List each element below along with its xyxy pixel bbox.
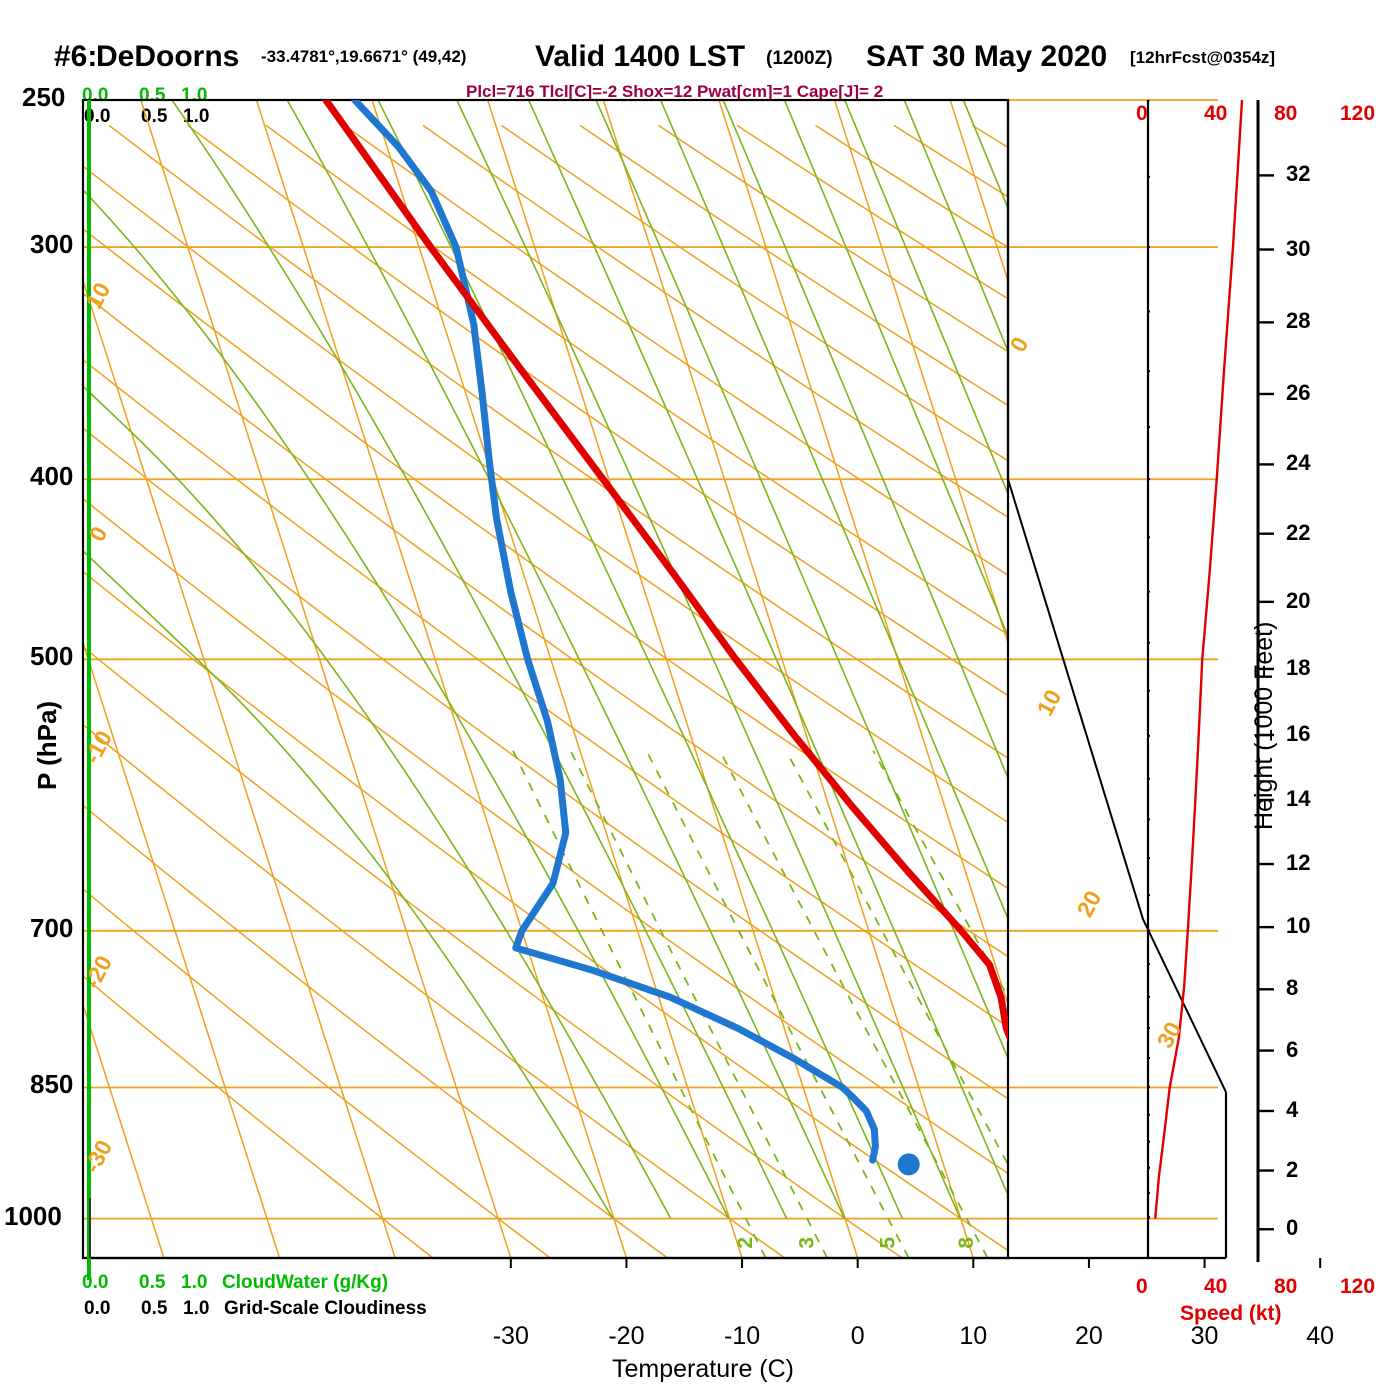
valid-date: SAT 30 May 2020 bbox=[866, 40, 1108, 73]
valid-zulu: (1200Z) bbox=[766, 48, 833, 69]
height-tick-20: 20 bbox=[1286, 587, 1311, 613]
height-tick-22: 22 bbox=[1286, 519, 1311, 545]
isotherm-label-left--30: -30 bbox=[79, 1136, 118, 1178]
temperature-tick-30: 30 bbox=[1190, 1322, 1219, 1350]
cloudwater-bottom-tick-2: 1.0 bbox=[181, 1272, 208, 1293]
height-tick-16: 16 bbox=[1286, 720, 1311, 746]
cloudiness-axis-title: Grid-Scale Cloudiness bbox=[224, 1298, 427, 1319]
temperature-tick-10: 10 bbox=[959, 1322, 988, 1350]
pressure-tick-1000: 1000 bbox=[4, 1200, 62, 1231]
speed-top-tick-0: 0 bbox=[1136, 102, 1148, 125]
isotherm-label-right-20: 20 bbox=[1071, 886, 1106, 921]
height-tick-18: 18 bbox=[1286, 654, 1311, 680]
cloudiness-bottom-tick-1: 0.5 bbox=[141, 1298, 168, 1319]
height-tick-6: 6 bbox=[1286, 1036, 1299, 1062]
height-tick-0: 0 bbox=[1286, 1215, 1299, 1241]
forecast-note: [12hrFcst@0354z] bbox=[1130, 48, 1276, 67]
isotherm-label-left--20: -20 bbox=[79, 951, 118, 993]
pressure-tick-400: 400 bbox=[30, 461, 74, 492]
pressure-tick-300: 300 bbox=[30, 229, 74, 260]
height-tick-32: 32 bbox=[1286, 161, 1311, 187]
height-tick-30: 30 bbox=[1286, 235, 1311, 261]
cloudwater-axis-title: CloudWater (g/Kg) bbox=[222, 1272, 389, 1293]
sounding-parameters: Plcl=716 Tlcl[C]=-2 Shox=12 Pwat[cm]=1 C… bbox=[466, 82, 884, 101]
cloudiness-bottom-tick-0: 0.0 bbox=[84, 1298, 111, 1319]
height-tick-26: 26 bbox=[1286, 379, 1311, 405]
speed-top-tick-1: 40 bbox=[1204, 102, 1228, 125]
height-tick-14: 14 bbox=[1286, 786, 1311, 811]
cloudwater-bottom-tick-0: 0.0 bbox=[82, 1272, 109, 1293]
station-coordinates: -33.4781°,19.6671° (49,42) bbox=[261, 47, 467, 66]
mixing-ratio-label-5: 5 bbox=[876, 1237, 899, 1249]
pressure-tick-700: 700 bbox=[30, 912, 74, 943]
station-id: #6: bbox=[54, 40, 98, 73]
isotherm-label-left-10: 10 bbox=[80, 278, 115, 313]
height-tick-12: 12 bbox=[1286, 850, 1311, 876]
pressure-tick-250: 250 bbox=[22, 82, 66, 112]
temperature-axis-title: Temperature (C) bbox=[612, 1355, 794, 1383]
temperature-tick--30: -30 bbox=[492, 1322, 529, 1350]
height-tick-2: 2 bbox=[1286, 1156, 1299, 1182]
temperature-tick-20: 20 bbox=[1075, 1322, 1103, 1350]
station-name: DeDoorns bbox=[96, 40, 240, 73]
mixing-ratio-label-3: 3 bbox=[795, 1237, 818, 1249]
speed-bottom-tick-3: 120 bbox=[1340, 1275, 1376, 1298]
temperature-tick-0: 0 bbox=[850, 1322, 865, 1350]
isotherm-label-right-10: 10 bbox=[1031, 685, 1066, 720]
temperature-tick--20: -20 bbox=[608, 1322, 645, 1350]
speed-axis-title: Speed (kt) bbox=[1180, 1302, 1282, 1325]
height-tick-24: 24 bbox=[1286, 450, 1311, 476]
valid-time: Valid 1400 LST bbox=[535, 40, 746, 73]
cloudiness-bottom-tick-2: 1.0 bbox=[183, 1298, 210, 1319]
cloudiness-top-tick-2: 1.0 bbox=[183, 106, 210, 127]
temperature-tick--10: -10 bbox=[723, 1322, 761, 1350]
speed-top-tick-3: 120 bbox=[1340, 102, 1376, 125]
height-tick-8: 8 bbox=[1286, 975, 1299, 1001]
cloudwater-bottom-tick-1: 0.5 bbox=[139, 1272, 166, 1293]
speed-top-tick-2: 80 bbox=[1274, 102, 1298, 125]
pressure-tick-500: 500 bbox=[30, 641, 74, 672]
height-tick-10: 10 bbox=[1286, 913, 1311, 939]
height-axis-title: Height (1000 Feet) bbox=[1250, 621, 1278, 830]
speed-bottom-tick-0: 0 bbox=[1136, 1275, 1148, 1298]
pressure-axis-title: P (hPa) bbox=[32, 700, 62, 790]
height-tick-28: 28 bbox=[1286, 308, 1311, 334]
temperature-tick-40: 40 bbox=[1306, 1322, 1335, 1350]
pressure-tick-850: 850 bbox=[30, 1069, 74, 1100]
mixing-ratio-label-2: 2 bbox=[734, 1237, 757, 1249]
speed-bottom-tick-2: 80 bbox=[1274, 1275, 1298, 1298]
mixing-ratio-label-8: 8 bbox=[955, 1237, 978, 1249]
speed-bottom-tick-1: 40 bbox=[1204, 1275, 1228, 1298]
height-tick-4: 4 bbox=[1286, 1096, 1299, 1122]
